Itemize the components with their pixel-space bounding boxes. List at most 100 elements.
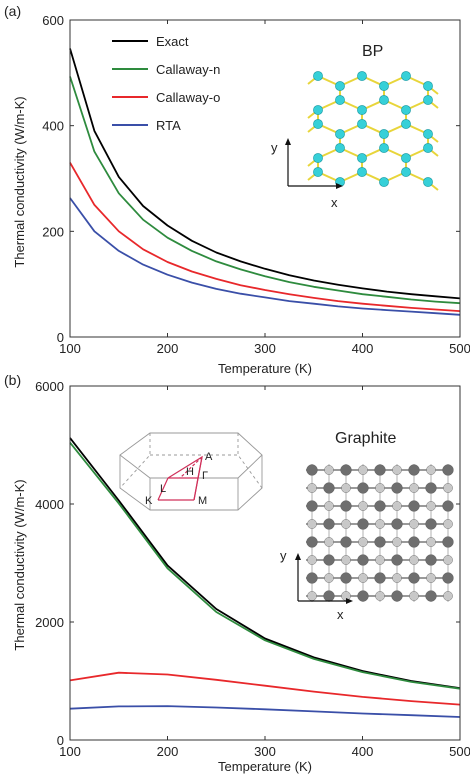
bp-atom — [357, 119, 367, 129]
bp-atom — [379, 95, 389, 105]
graphite-atom — [408, 464, 420, 476]
bp-atom — [313, 105, 323, 115]
bp-y-axis-label: y — [271, 140, 278, 155]
bp-atom — [379, 177, 389, 187]
graphite-atom — [392, 537, 402, 547]
graphite-atom — [409, 483, 419, 493]
bp-atom — [335, 129, 345, 139]
plot-a-xlabel: Temperature (K) — [218, 361, 312, 376]
graphite-atom — [374, 572, 386, 584]
series-line-callaway-o — [69, 162, 461, 312]
graphite-atom — [358, 501, 368, 511]
graphite-atom — [340, 500, 352, 512]
graphite-atom — [324, 465, 334, 475]
graphite-atom — [426, 465, 436, 475]
x-tick-label: 500 — [449, 744, 470, 759]
bp-atom — [313, 71, 323, 81]
y-tick-label: 600 — [42, 13, 64, 28]
y-tick-label: 6000 — [35, 379, 64, 394]
graphite-atom — [341, 555, 351, 565]
graphite-axes-arrows: y x — [280, 548, 353, 622]
graphite-atom — [443, 591, 453, 601]
graphite-atom — [375, 519, 385, 529]
bz-label-a: A — [205, 451, 213, 463]
x-tick-label: 300 — [254, 744, 276, 759]
graphite-atom — [426, 501, 436, 511]
graphite-atom — [340, 464, 352, 476]
x-tick-label: 400 — [352, 744, 374, 759]
bp-atom — [335, 95, 345, 105]
bp-atom — [313, 153, 323, 163]
plot-a-series-group — [69, 48, 461, 316]
graphite-atom — [357, 518, 369, 530]
bp-atom — [313, 119, 323, 129]
panel-a: (a) 100 200 300 400 500 0 200 400 600 Thermal co… — [4, 3, 470, 376]
graphite-atom — [341, 519, 351, 529]
bp-atom — [423, 129, 433, 139]
graphite-atom — [324, 573, 334, 583]
plot-b-series-group — [69, 437, 461, 718]
plot-b-ylabel: Thermal conductivity (W/m-K) — [12, 479, 27, 650]
bp-atom — [379, 129, 389, 139]
x-tick-label: 500 — [449, 341, 470, 356]
graphite-atom — [442, 572, 454, 584]
graphite-atom — [324, 501, 334, 511]
bp-x-axis-label: x — [331, 195, 338, 210]
graphite-atom — [323, 518, 335, 530]
x-tick-label: 200 — [157, 341, 179, 356]
graphite-atom — [392, 573, 402, 583]
plot-a-axes: 100 200 300 400 500 0 200 400 600 — [42, 13, 470, 356]
graphite-atom — [391, 554, 403, 566]
graphite-atom — [391, 518, 403, 530]
graphite-atom — [358, 573, 368, 583]
graphite-atom — [409, 519, 419, 529]
graphite-atom — [375, 483, 385, 493]
bp-atom — [335, 81, 345, 91]
graphite-atom — [357, 482, 369, 494]
x-tick-label: 400 — [352, 341, 374, 356]
graphite-atom — [409, 591, 419, 601]
graphite-atom — [425, 554, 437, 566]
x-tick-label: 300 — [254, 341, 276, 356]
plot-a-ylabel: Thermal conductivity (W/m-K) — [12, 96, 27, 267]
graphite-atom — [409, 555, 419, 565]
legend-label-callaway-n: Callaway-n — [156, 62, 220, 77]
graphite-atom — [443, 483, 453, 493]
graphite-atom — [307, 591, 317, 601]
bz-label-h: H — [186, 466, 194, 478]
graphite-atom — [374, 500, 386, 512]
graphite-atom — [425, 482, 437, 494]
legend-label-rta: RTA — [156, 118, 181, 133]
graphite-atom — [357, 590, 369, 602]
graphite-atom — [408, 572, 420, 584]
bp-atom — [401, 167, 411, 177]
bp-atom — [379, 143, 389, 153]
bp-atom — [423, 81, 433, 91]
series-line-p1-3 — [69, 705, 461, 718]
graphite-atom — [375, 555, 385, 565]
bp-atom — [357, 153, 367, 163]
graphite-atom — [306, 464, 318, 476]
brillouin-zone-inset: A H Γ L K M — [119, 432, 263, 511]
x-tick-label: 100 — [59, 341, 81, 356]
graphite-atom — [374, 536, 386, 548]
graphite-atom — [408, 536, 420, 548]
graphite-atom — [392, 465, 402, 475]
graphite-atom — [443, 555, 453, 565]
y-tick-label: 400 — [42, 119, 64, 134]
legend-label-exact: Exact — [156, 34, 189, 49]
graphite-atom — [358, 465, 368, 475]
x-tick-label: 200 — [157, 744, 179, 759]
graphite-atom — [323, 554, 335, 566]
bp-atom — [423, 143, 433, 153]
graphite-atom — [408, 500, 420, 512]
graphite-atom — [324, 537, 334, 547]
graphite-atom — [374, 464, 386, 476]
bp-atom — [401, 105, 411, 115]
bz-label-l: L — [160, 483, 166, 495]
graphite-atom — [323, 590, 335, 602]
bp-atom — [357, 167, 367, 177]
graphite-atom — [340, 572, 352, 584]
series-line-p1-1 — [69, 442, 461, 690]
